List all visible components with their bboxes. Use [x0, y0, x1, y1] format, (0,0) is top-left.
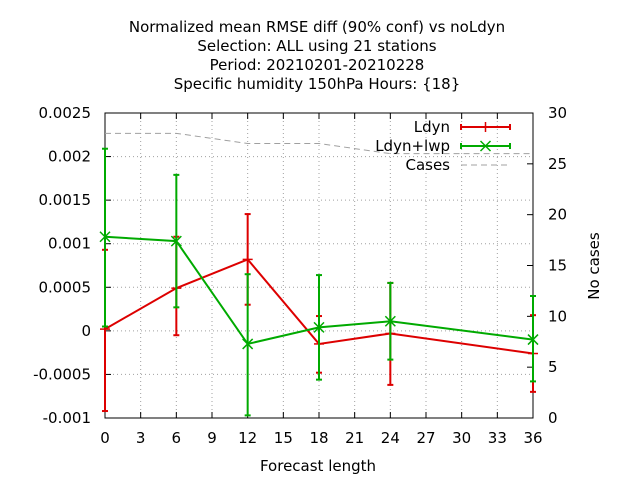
legend-marker [479, 140, 492, 152]
data-point [313, 321, 325, 333]
marker-stroke [313, 321, 325, 333]
y-axis-right: 0 5 10 15 20 25 30 [527, 104, 567, 427]
x-tick-label: 15 [274, 429, 293, 447]
series-layer [99, 132, 539, 417]
x-axis: 0 3 6 9 12 15 18 21 24 27 30 33 36 [100, 113, 543, 447]
y2-tick-label: 25 [548, 155, 567, 173]
marker-stroke [384, 315, 396, 327]
y-tick-label: 0.002 [48, 148, 91, 166]
series-ldyn-lwp [99, 147, 539, 417]
legend-entry: Ldyn [414, 118, 511, 136]
y2-axis-label: No cases [585, 232, 603, 300]
legend-label: Ldyn+lwp [375, 137, 450, 155]
marker-stroke [242, 338, 254, 350]
y-tick-label: 0.001 [48, 235, 91, 253]
x-tick-label: 24 [381, 429, 400, 447]
data-point [242, 338, 254, 350]
legend-marker [480, 122, 491, 132]
marker-stroke [170, 235, 182, 247]
x-tick-label: 9 [207, 429, 217, 447]
y-tick-label: 0.0015 [39, 191, 92, 209]
x-tick-label: 18 [309, 429, 328, 447]
y-tick-label: -0.001 [43, 409, 91, 427]
y2-tick-label: 20 [548, 206, 567, 224]
y-tick-label: 0.0005 [39, 278, 92, 296]
y-tick-label: 0.0025 [39, 104, 92, 122]
series-line [104, 258, 534, 355]
series-cases [105, 132, 533, 155]
x-tick-label: 3 [136, 429, 146, 447]
marker-stroke [479, 140, 492, 152]
x-tick-label: 30 [452, 429, 471, 447]
y-tick-label: 0 [81, 322, 91, 340]
legend-label: Cases [405, 156, 450, 174]
marker-stroke [527, 334, 539, 346]
series-line [104, 235, 534, 346]
data-point [170, 235, 182, 247]
y2-tick-label: 15 [548, 257, 567, 275]
title-line-2: Selection: ALL using 21 stations [197, 37, 436, 55]
marker-stroke [99, 231, 111, 243]
y2-tick-label: 0 [548, 409, 558, 427]
x-axis-label: Forecast length [260, 457, 376, 475]
legend-entry: Cases [405, 156, 510, 174]
y2-tick-label: 5 [548, 358, 558, 376]
data-point [242, 254, 253, 265]
series-line [105, 132, 533, 155]
legend-entry: Ldyn+lwp [375, 137, 511, 155]
y2-tick-label: 30 [548, 104, 567, 122]
y-axis-left: -0.001 -0.0005 0 0.0005 0.001 0.0015 0.002 0.00… [33, 104, 111, 427]
x-tick-label: 33 [488, 429, 507, 447]
chart-title: Normalized mean RMSE diff (90% conf) vs … [129, 18, 505, 93]
x-tick-label: 21 [345, 429, 364, 447]
x-tick-label: 12 [238, 429, 257, 447]
x-tick-label: 36 [523, 429, 542, 447]
y-tick-label: -0.0005 [33, 365, 91, 383]
title-line-3: Period: 20210201-20210228 [210, 56, 425, 74]
legend-label: Ldyn [414, 118, 450, 136]
title-line-1: Normalized mean RMSE diff (90% conf) vs … [129, 18, 505, 36]
x-tick-label: 0 [100, 429, 110, 447]
x-tick-label: 27 [416, 429, 435, 447]
x-tick-label: 6 [172, 429, 182, 447]
y2-tick-label: 10 [548, 307, 567, 325]
data-point [527, 334, 539, 346]
title-line-4: Specific humidity 150hPa Hours: {18} [174, 75, 461, 93]
data-point [99, 231, 111, 243]
data-point [384, 315, 396, 327]
